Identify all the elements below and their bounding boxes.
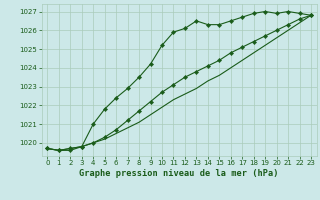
X-axis label: Graphe pression niveau de la mer (hPa): Graphe pression niveau de la mer (hPa) [79,169,279,178]
